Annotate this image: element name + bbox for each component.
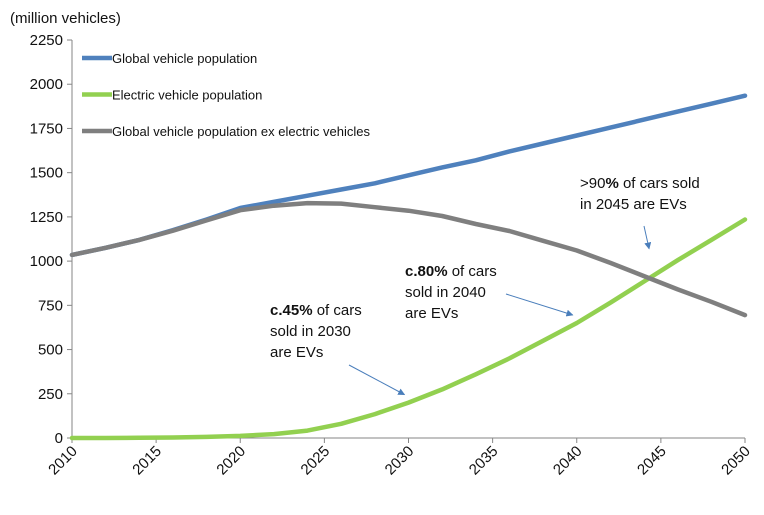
x-tick-label: 2010 [45,443,81,479]
legend-label: Electric vehicle population [112,88,262,103]
annotations: c.45% of cars sold in 2030 are EVs c.80% of… [270,175,700,396]
series-line [69,217,748,441]
y-tick-label: 750 [38,297,63,314]
annotation-rest: of cars [313,302,362,319]
y-tick-label: 1500 [30,165,63,182]
annotation-bold: % [605,175,618,192]
y-tick-label: 1000 [30,253,63,270]
x-tick-label: 2020 [213,443,249,479]
annotation-bold: c.45% [270,302,313,319]
x-tick-label: 2050 [718,443,754,479]
y-axis-label: (million vehicles) [10,10,121,27]
annotation-arrow [348,364,406,396]
annotation-line-3: are EVs [270,344,323,361]
y-tick-label: 0 [55,430,63,447]
annotation-line-2: sold in 2040 [405,284,486,301]
y-tick-label: 500 [38,342,63,359]
y-tick-label: 1250 [30,209,63,226]
y-tick-label: 250 [38,386,63,403]
annotation-line-3: are EVs [405,305,458,322]
series-lines [69,93,748,441]
annotation-rest: of cars [448,263,497,280]
x-tick-label: 2035 [466,443,502,479]
y-tick-label: 2000 [30,76,63,93]
y-tick-label: 2250 [30,32,63,49]
y-tick-label: 1750 [30,120,63,137]
annotation-arrow [643,225,652,250]
x-axis-ticks: 2010 2015 2020 2025 2030 2035 2040 2045 2050 [45,438,754,478]
annotation-prefix: >90 [580,175,605,192]
annotation-line-1: >90% of cars sold [580,175,700,192]
x-tick-label: 2025 [298,443,334,479]
x-tick-label: 2015 [129,443,165,479]
annotation-rest: of cars sold [619,175,700,192]
annotation-bold: c.80% [405,263,448,280]
x-tick-label: 2030 [382,443,418,479]
annotation-line-2: in 2045 are EVs [580,196,687,213]
y-axis-ticks: 0 250 500 750 1000 1250 1500 1750 2000 2250 [30,32,72,447]
annotation-line-1: c.80% of cars [405,263,497,280]
series-line [69,200,748,318]
annotation-line-1: c.45% of cars [270,302,362,319]
legend-label: Global vehicle population ex electric ve… [112,124,370,139]
legend: Global vehicle population Electric vehicl… [82,51,370,139]
x-tick-label: 2040 [550,443,586,479]
annotation-arrow [505,293,574,317]
annotation-line-2: sold in 2030 [270,323,351,340]
x-tick-label: 2045 [634,443,670,479]
legend-label: Global vehicle population [112,51,257,66]
